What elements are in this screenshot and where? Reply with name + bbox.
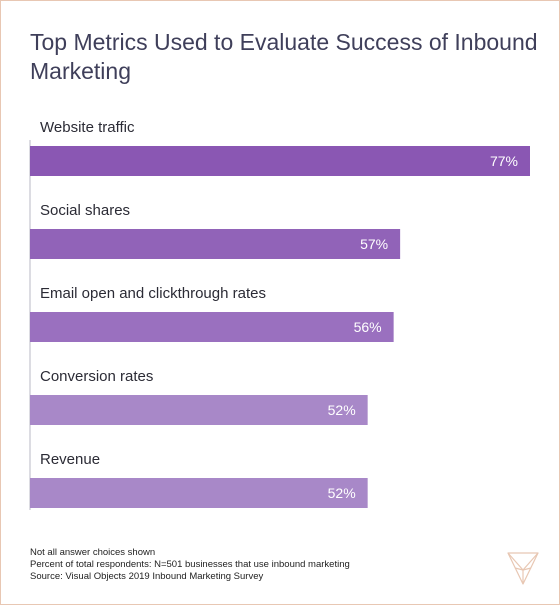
- data-label: 77%: [490, 153, 518, 169]
- bar: [30, 229, 401, 259]
- visual-objects-v-logo-icon: [507, 552, 539, 585]
- data-label: 56%: [354, 319, 382, 335]
- category-label: Website traffic: [40, 119, 135, 136]
- chart-title: Top Metrics Used to Evaluate Success of …: [30, 29, 538, 84]
- chart-notes: Not all answer choices shown Percent of …: [30, 547, 350, 583]
- note-answer-choices: Not all answer choices shown: [30, 547, 156, 558]
- bar: [30, 146, 530, 176]
- bar: [30, 312, 394, 342]
- note-source: Source: Visual Objects 2019 Inbound Mark…: [30, 571, 264, 582]
- category-label: Conversion rates: [40, 368, 153, 385]
- data-label: 57%: [360, 236, 388, 252]
- category-label: Social shares: [40, 202, 130, 219]
- note-respondents: Percent of total respondents: N=501 busi…: [30, 559, 350, 570]
- category-label: Email open and clickthrough rates: [40, 285, 266, 302]
- bar-chart: Website traffic 77% Social shares 57% Email …: [29, 119, 530, 510]
- data-label: 52%: [328, 485, 356, 501]
- bar: [30, 395, 368, 425]
- bar: [30, 478, 368, 508]
- category-label: Revenue: [40, 451, 100, 468]
- bars-group: Website traffic 77% Social shares 57% Email …: [30, 119, 530, 508]
- data-label: 52%: [328, 402, 356, 418]
